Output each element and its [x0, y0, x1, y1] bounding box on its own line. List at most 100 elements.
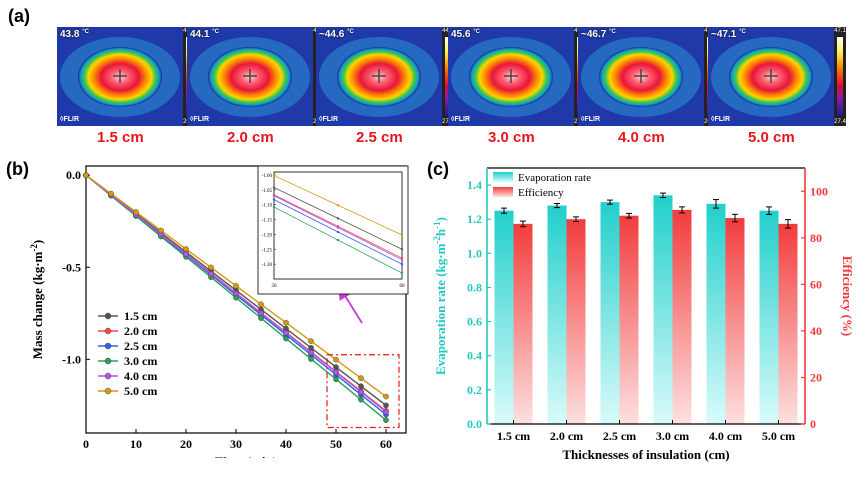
left-y-tick-label: 1.0 — [467, 246, 482, 260]
x-axis-label: Thicknesses of insulation (cm) — [562, 447, 729, 462]
efficiency-bar — [725, 218, 745, 424]
x-tick-label: 1.5 cm — [497, 429, 530, 443]
legend-entry: 2.0 cm — [124, 324, 157, 338]
data-point — [358, 375, 364, 381]
evaporation-bar — [547, 205, 567, 424]
data-point — [308, 338, 314, 344]
data-point — [233, 283, 239, 289]
evaporation-efficiency-chart: 1.5 cm 2.0 cm 2.5 cm 3.0 cm 4.0 cm 5.0 cm 0.0 0… — [432, 167, 855, 462]
legend-entry: 4.0 cm — [124, 369, 157, 383]
thermal-image: 45.6 °C ◊FLIR — [448, 27, 574, 126]
x-tick-label: 30 — [230, 437, 242, 451]
thickness-caption: 4.0 cm — [618, 129, 665, 146]
evaporation-bar — [706, 203, 726, 424]
x-tick-label: 60 — [380, 437, 392, 451]
inset-data-point — [400, 262, 404, 266]
thermal-image: 44.1 °C ◊FLIR — [187, 27, 313, 126]
data-point — [108, 190, 114, 197]
y-axis-label: Mass change (kg·m-2) — [29, 240, 45, 359]
scale-min-label: 27.4 — [834, 119, 846, 125]
inset-data-point — [336, 230, 340, 234]
panel-label-c: (c) — [427, 159, 449, 179]
inset-data-point — [272, 205, 276, 209]
flir-logo: ◊FLIR — [451, 116, 471, 123]
inset-data-point — [272, 186, 276, 189]
data-point — [358, 383, 364, 390]
data-point — [358, 389, 364, 395]
inset-data-point — [400, 233, 404, 237]
inset-data-point — [400, 271, 404, 275]
evaporation-bar — [494, 210, 514, 424]
legend-swatch-evaporation — [493, 172, 513, 182]
y-tick-label: -0.5 — [62, 260, 81, 274]
data-point — [333, 356, 339, 363]
inset-y-tick-label: -1.30 — [262, 263, 273, 268]
legend-marker — [104, 342, 112, 350]
inset-data-point — [336, 238, 340, 242]
flir-logo: ◊FLIR — [60, 116, 80, 123]
data-point — [183, 251, 189, 257]
x-tick-label: 0 — [83, 437, 89, 451]
left-y-tick-label: 0.6 — [467, 315, 482, 329]
inset-data-point — [272, 194, 276, 197]
legend-marker — [104, 327, 112, 335]
flir-logo: ◊FLIR — [190, 116, 210, 123]
thermal-image: ~46.7 °C ◊FLIR — [578, 27, 704, 126]
inset-frame — [273, 171, 403, 280]
data-point — [358, 396, 364, 403]
efficiency-bar — [619, 215, 639, 424]
data-point — [183, 246, 189, 252]
y-tick-label: 0.0 — [66, 168, 81, 182]
left-y-tick-label: 0.4 — [467, 349, 482, 363]
x-tick-label: 4.0 cm — [709, 429, 742, 443]
inset-y-tick-label: -1.05 — [262, 189, 273, 194]
inset-data-point — [272, 174, 276, 177]
inset-x-tick-label: 50 — [272, 284, 278, 289]
data-point — [258, 315, 264, 321]
data-point — [283, 335, 289, 342]
inset-data-point — [400, 248, 404, 251]
data-point — [383, 393, 389, 400]
thermal-temperature-readout: 44.1 °C — [190, 29, 219, 40]
x-tick-label: 5.0 cm — [762, 429, 795, 443]
data-point — [383, 417, 389, 423]
legend-entry-efficiency: Efficiency — [518, 187, 564, 199]
zoom-arrow — [338, 284, 363, 324]
mass-change-chart: 0 10 20 30 40 50 60 0.0 -0.5 -1.0 Time (min) Mass c… — [29, 165, 409, 458]
data-point — [258, 310, 264, 316]
inset-background — [257, 165, 409, 295]
left-y-tick-label: 0.8 — [467, 280, 482, 294]
evaporation-bar — [759, 210, 779, 424]
x-tick-label: 2.5 cm — [603, 429, 636, 443]
data-point — [83, 172, 89, 179]
right-y-tick-label: 60 — [810, 277, 822, 291]
thermal-temperature-readout: 43.8 °C — [60, 29, 89, 40]
evaporation-bar — [600, 202, 620, 424]
data-point — [233, 290, 239, 297]
data-point — [283, 330, 289, 336]
flir-logo: ◊FLIR — [711, 116, 731, 123]
left-y-tick-label: 0.2 — [467, 383, 482, 397]
data-point — [333, 369, 339, 376]
thermal-image: ~44.6 °C ◊FLIR — [316, 27, 442, 126]
legend-entry: 5.0 cm — [124, 384, 157, 398]
inset-y-tick-label: -1.10 — [262, 204, 273, 209]
flir-logo: ◊FLIR — [581, 116, 601, 123]
x-axis-label: Time (min) — [215, 454, 277, 458]
inset-data-point — [272, 198, 276, 201]
x-tick-label: 50 — [330, 437, 342, 451]
thickness-caption: 3.0 cm — [488, 129, 535, 146]
thickness-caption: 5.0 cm — [748, 129, 795, 146]
inset-x-tick-label: 60 — [400, 284, 406, 289]
x-tick-label: 20 — [180, 437, 192, 451]
x-tick-label: 2.0 cm — [550, 429, 583, 443]
inset-y-tick-label: -1.25 — [262, 248, 273, 253]
efficiency-bar — [778, 223, 798, 424]
inset-y-tick-label: -1.20 — [262, 233, 273, 238]
thermal-temperature-readout: ~44.6 °C — [319, 29, 354, 40]
left-y-tick-label: 1.2 — [467, 212, 482, 226]
y-tick-label: -1.0 — [62, 352, 81, 366]
legend-entry: 3.0 cm — [124, 354, 157, 368]
inset-data-point — [336, 204, 340, 207]
data-point — [333, 376, 339, 383]
